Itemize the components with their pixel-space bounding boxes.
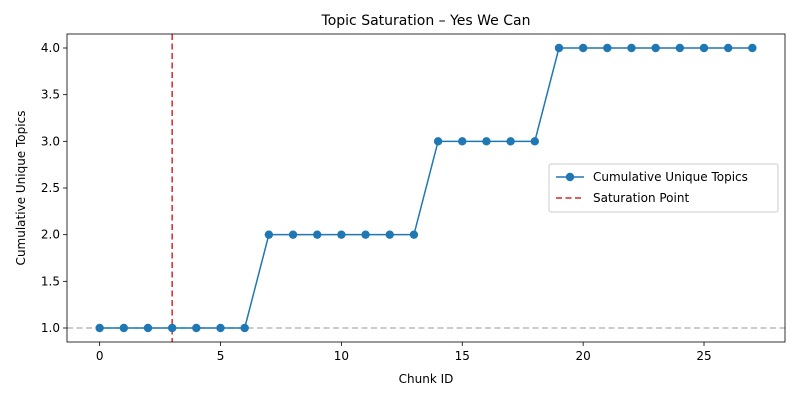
data-point [264, 230, 274, 239]
data-point [651, 43, 660, 53]
data-point [482, 137, 491, 146]
data-point [530, 137, 539, 146]
y-tick-label: 4.0 [41, 41, 60, 55]
data-point [409, 230, 419, 239]
data-point [337, 230, 346, 239]
y-tick-label: 3.0 [41, 134, 60, 148]
legend: Cumulative Unique Topics Saturation Poin… [548, 163, 779, 213]
x-axis-label: Chunk ID [399, 372, 454, 386]
legend-label-cumulative: Cumulative Unique Topics [593, 170, 748, 184]
data-point [361, 230, 370, 239]
y-axis-label: Cumulative Unique Topics [14, 111, 28, 266]
plot-area [67, 34, 785, 342]
x-tick-label: 0 [96, 349, 104, 363]
data-point [458, 137, 467, 146]
y-tick-label: 2.5 [41, 181, 60, 195]
data-point [288, 230, 298, 239]
data-point [554, 43, 564, 53]
data-point [192, 323, 201, 333]
axes: 0 5 10 15 20 25 1.0 1.5 2.0 2.5 3.0 3.5 4.0 [41, 33, 786, 363]
y-tick-label: 1.0 [41, 321, 60, 335]
y-tick-label: 2.0 [41, 228, 60, 242]
data-point [627, 43, 636, 53]
data-point [95, 323, 104, 333]
legend-box [548, 163, 779, 213]
data-point [313, 230, 322, 239]
data-point [748, 43, 757, 53]
data-point [240, 323, 249, 333]
y-tick-label: 3.5 [41, 88, 60, 102]
x-tick-label: 15 [455, 349, 470, 363]
data-point [578, 43, 588, 53]
data-point [385, 230, 394, 239]
series-line [99, 47, 753, 329]
data-point [506, 137, 515, 146]
data-point [699, 43, 709, 53]
chart-title: Topic Saturation – Yes We Can [321, 13, 531, 29]
data-point [167, 323, 177, 333]
data-point [603, 43, 612, 53]
x-tick-label: 5 [217, 349, 225, 363]
data-point [216, 323, 225, 333]
data-point [433, 137, 443, 146]
legend-marker-cumulative [565, 172, 575, 182]
data-point [119, 323, 129, 333]
legend-label-saturation: Saturation Point [593, 191, 689, 205]
data-point [675, 43, 685, 53]
data-point [143, 323, 153, 333]
data-point [723, 43, 733, 53]
y-tick-label: 1.5 [41, 274, 60, 288]
x-tick-label: 10 [334, 349, 349, 363]
x-tick-label: 20 [575, 349, 590, 363]
x-tick-label: 25 [696, 349, 711, 363]
